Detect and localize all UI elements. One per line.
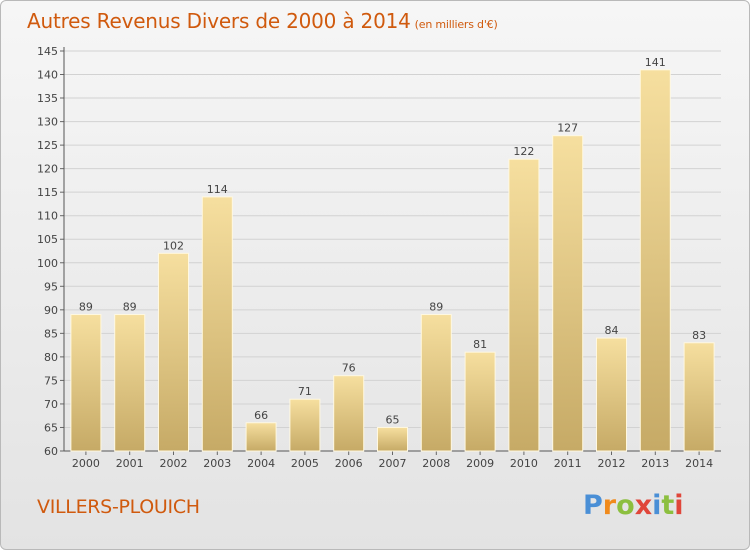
data-label: 114 xyxy=(207,183,228,196)
logo-letter: t xyxy=(661,490,675,521)
bar xyxy=(114,314,146,452)
bar xyxy=(377,426,408,452)
y-tick-label: 125 xyxy=(37,139,58,152)
bar xyxy=(289,398,321,452)
logo-letter: o xyxy=(616,490,635,521)
data-label: 65 xyxy=(386,413,400,426)
x-tick-label: 2003 xyxy=(203,457,231,470)
bar xyxy=(70,314,102,452)
x-tick-label: 2012 xyxy=(598,457,626,470)
x-tick-label: 2001 xyxy=(116,457,144,470)
data-label: 102 xyxy=(163,239,184,252)
x-tick-label: 2014 xyxy=(685,457,713,470)
y-tick-label: 110 xyxy=(37,210,58,223)
data-label: 71 xyxy=(298,385,312,398)
data-label: 89 xyxy=(429,301,443,314)
bar xyxy=(420,314,452,452)
logo-letter: x xyxy=(634,490,653,521)
y-tick-label: 105 xyxy=(37,233,58,246)
data-label: 89 xyxy=(123,301,137,314)
y-tick-label: 75 xyxy=(44,374,58,387)
chart-title-text: Autres Revenus Divers de 2000 à 2014 xyxy=(27,9,411,33)
bar xyxy=(552,135,584,452)
y-tick-label: 70 xyxy=(44,398,58,411)
x-tick-label: 2005 xyxy=(291,457,319,470)
y-tick-label: 65 xyxy=(44,421,58,434)
bar xyxy=(245,422,277,452)
data-label: 89 xyxy=(79,301,93,314)
logo-letter: P xyxy=(583,490,603,521)
bar xyxy=(158,252,189,452)
data-label: 66 xyxy=(254,409,268,422)
y-tick-label: 120 xyxy=(37,163,58,176)
bar xyxy=(464,351,496,452)
x-tick-label: 2004 xyxy=(247,457,275,470)
y-tick-label: 90 xyxy=(44,304,58,317)
x-tick-label: 2008 xyxy=(422,457,450,470)
x-tick-label: 2013 xyxy=(641,457,669,470)
chart-title: Autres Revenus Divers de 2000 à 2014 (en … xyxy=(27,9,498,33)
y-tick-label: 85 xyxy=(44,327,58,340)
y-tick-label: 95 xyxy=(44,280,58,293)
x-tick-label: 2007 xyxy=(379,457,407,470)
bar xyxy=(508,158,540,452)
bar xyxy=(596,337,627,452)
data-label: 84 xyxy=(605,324,619,337)
bar xyxy=(333,375,365,452)
bars xyxy=(70,69,715,452)
commune-name: VILLERS-PLOUICH xyxy=(37,496,200,518)
bar xyxy=(639,69,671,452)
y-tick-label: 80 xyxy=(44,351,58,364)
y-tick-label: 100 xyxy=(37,257,58,270)
bar xyxy=(201,196,233,452)
data-label: 76 xyxy=(342,362,356,375)
logo-letter: r xyxy=(602,490,617,521)
y-tick-label: 145 xyxy=(37,45,58,58)
y-tick-label: 135 xyxy=(37,92,58,105)
data-label: 127 xyxy=(557,122,578,135)
x-tick-label: 2011 xyxy=(554,457,582,470)
data-labels: 89 89 102 114 66 71 76 65 89 81 122 127 84 141 83 xyxy=(79,56,706,427)
x-tick-label: 2002 xyxy=(160,457,188,470)
x-tick-label: 2010 xyxy=(510,457,538,470)
bar xyxy=(683,342,715,452)
proxiti-logo[interactable]: Proxiti xyxy=(583,490,684,521)
y-tick-label: 60 xyxy=(44,445,58,458)
y-tick-label: 140 xyxy=(37,69,58,82)
logo-letter: i xyxy=(674,490,684,521)
chart-unit: (en milliers d'€) xyxy=(414,18,498,31)
data-label: 83 xyxy=(692,329,706,342)
x-tick-label: 2009 xyxy=(466,457,494,470)
data-label: 141 xyxy=(645,56,666,69)
data-label: 81 xyxy=(473,338,487,351)
data-label: 122 xyxy=(513,145,534,158)
logo-letter: i xyxy=(652,490,662,521)
x-tick-label: 2000 xyxy=(72,457,100,470)
x-tick-label: 2006 xyxy=(335,457,363,470)
y-tick-label: 115 xyxy=(37,186,58,199)
y-tick-label: 130 xyxy=(37,116,58,129)
